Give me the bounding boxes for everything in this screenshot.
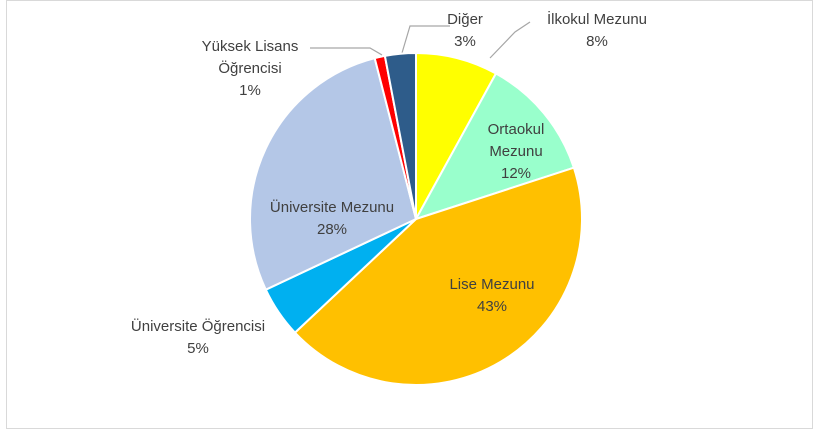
value-label: 3%	[454, 33, 476, 50]
category-name: Yüksek Lisans Öğrencisi	[201, 38, 299, 77]
value-label: 12%	[500, 165, 532, 182]
pie-slice	[413, 72, 576, 221]
slice-label: Üniversite Öğrencisi 5%	[108, 316, 288, 360]
pie-slice	[383, 51, 417, 220]
slice-label: İlkokul Mezunu 8%	[527, 9, 667, 53]
value-label: 43%	[476, 298, 508, 315]
leader-line	[489, 21, 531, 59]
category-name: Diğer	[447, 11, 483, 28]
category-name: İlkokul Mezunu	[546, 11, 648, 28]
category-name: Üniversite Mezunu	[269, 199, 395, 216]
slice-label: Üniversite Mezunu 28%	[247, 197, 417, 241]
category-name: Üniversite Öğrencisi	[130, 318, 266, 335]
leader-line	[401, 25, 450, 54]
slice-label: Yüksek Lisans Öğrencisi 1%	[190, 36, 310, 102]
value-label: 8%	[586, 33, 608, 50]
leader-line	[310, 47, 383, 56]
value-label: 5%	[187, 340, 209, 357]
value-label: 1%	[239, 82, 261, 99]
pie-slice	[249, 56, 418, 292]
slice-label: Lise Mezunu 43%	[422, 274, 562, 318]
slice-label: Ortaokul Mezunu 12%	[476, 119, 556, 185]
pie-slice	[293, 166, 583, 386]
value-label: 28%	[316, 221, 348, 238]
category-name: Lise Mezunu	[449, 276, 535, 293]
category-name: Ortaokul Mezunu	[487, 121, 545, 160]
chart-frame	[6, 0, 813, 429]
slice-label: Diğer 3%	[435, 9, 495, 53]
